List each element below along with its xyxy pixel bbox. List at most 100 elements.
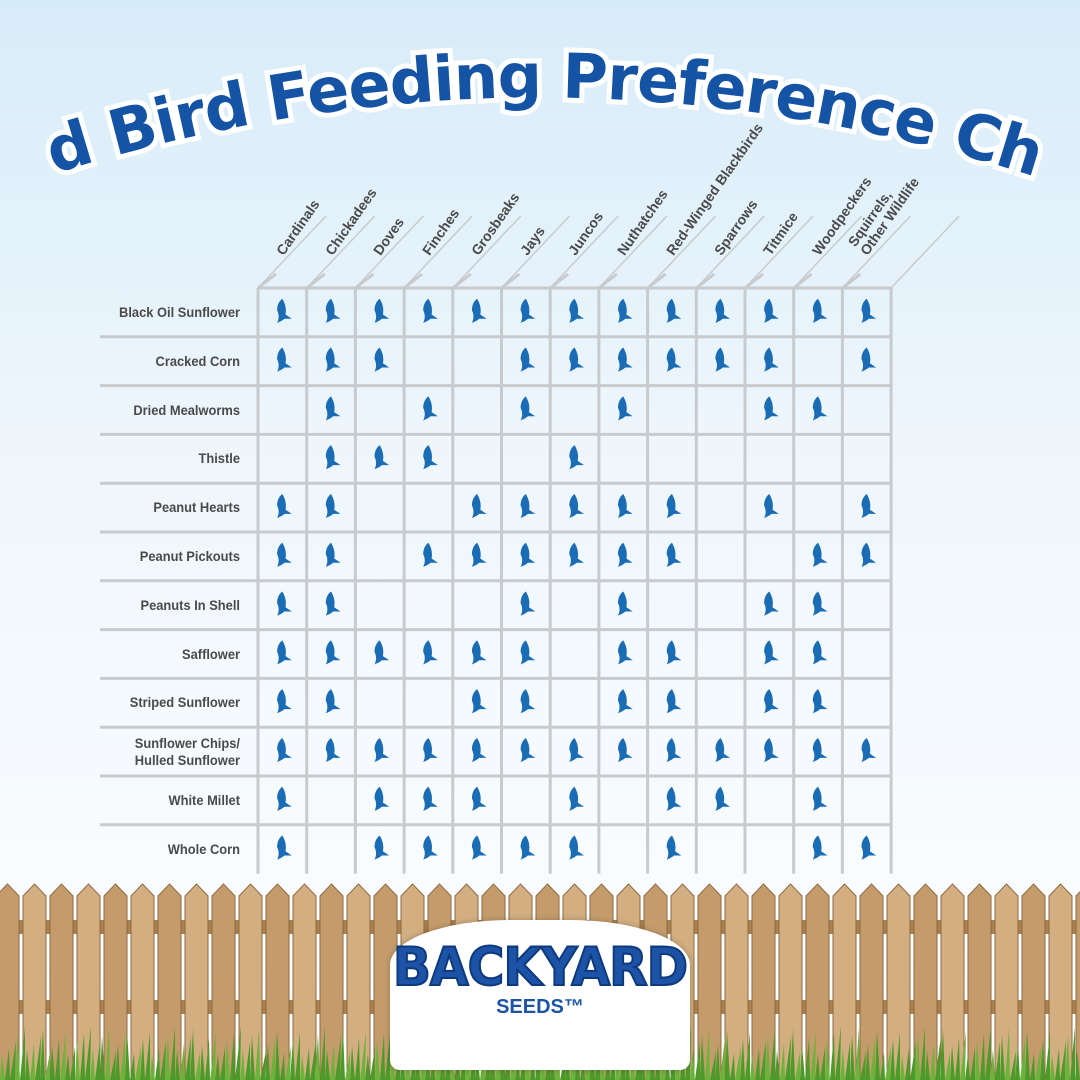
grass-blade [950, 1045, 955, 1080]
bird-icon [569, 347, 584, 372]
fence-picket [751, 883, 776, 1080]
grass-blade [135, 1046, 141, 1080]
grass-blade [830, 1033, 835, 1080]
grass-blade [185, 1036, 191, 1080]
bird-icon [471, 493, 487, 519]
fence-picket [319, 883, 344, 1080]
backyard-seeds-logo: BACKYARD SEEDS™ [380, 920, 700, 1080]
header-divider [890, 215, 960, 289]
logo-main-text: BACKYARD [392, 935, 689, 998]
grass-blade [955, 1038, 960, 1080]
grass-blade [710, 1051, 716, 1080]
bird-icon [666, 542, 682, 567]
fence-picket [724, 883, 749, 1080]
bird-icon [471, 786, 487, 811]
grass-blade [920, 1027, 925, 1080]
fence-picket [1075, 891, 1080, 1080]
grass-blade [20, 1027, 25, 1080]
grass-blade [975, 1040, 980, 1080]
fence-picket [157, 883, 182, 1080]
grass-blade [125, 1030, 130, 1080]
grass-blade [30, 1043, 35, 1080]
bird-icon [764, 689, 779, 714]
grass-blade [1025, 1030, 1030, 1080]
bird-icon [471, 689, 487, 714]
grass-blade [900, 1055, 905, 1080]
grass-blade [75, 1040, 80, 1080]
grass-blade [320, 1027, 325, 1080]
grass-blade [875, 1030, 880, 1080]
bird-icon [666, 737, 682, 763]
grass-blade [235, 1026, 241, 1080]
row-label: Peanuts In Shell [140, 596, 240, 613]
bird-icon [374, 640, 390, 665]
grass-blade [385, 1026, 391, 1080]
grass-blade [260, 1051, 266, 1080]
grass-blade [55, 1038, 60, 1080]
fence-picket [0, 883, 20, 1080]
bird-icon [812, 298, 828, 323]
grass-blade [970, 1047, 975, 1080]
bird-icon [325, 445, 341, 470]
bird-icon [520, 298, 536, 323]
bird-icon [812, 542, 828, 567]
header-divider [452, 215, 522, 289]
grass-blade [130, 1053, 135, 1080]
grass-blade [705, 1028, 710, 1080]
bird-icon [666, 493, 682, 519]
grass-blade [1035, 1046, 1041, 1080]
grass-blade [370, 1047, 375, 1080]
grass-blade [765, 1034, 770, 1080]
bird-icon [374, 347, 390, 372]
header-divider [354, 215, 424, 289]
grass-blade [850, 1035, 855, 1080]
bird-icon [618, 347, 633, 372]
grass-blade [155, 1048, 160, 1080]
bird-icon [618, 640, 633, 665]
bird-icon [520, 689, 536, 714]
grass-blade [730, 1053, 735, 1080]
bird-icon [471, 737, 487, 763]
bird-icon [618, 298, 633, 323]
grass-blade [835, 1026, 841, 1080]
grass-blade [355, 1038, 360, 1080]
bird-icon [471, 835, 487, 860]
grass-blade [85, 1026, 91, 1080]
grass-blade [1065, 1034, 1070, 1080]
grass-blade [755, 1048, 760, 1080]
grass-blade [95, 1042, 100, 1080]
bird-icon [520, 640, 536, 665]
grass-blade [1060, 1041, 1066, 1080]
fence-picket [778, 883, 803, 1080]
bird-icon [471, 298, 487, 323]
bird-icon [325, 737, 341, 763]
fence-picket [292, 883, 317, 1080]
grass-blade [1055, 1048, 1060, 1080]
bird-icon [764, 298, 779, 323]
grass-blade [940, 1029, 945, 1080]
header-divider [793, 215, 863, 289]
grass-blade [225, 1040, 230, 1080]
grass-blade [210, 1031, 216, 1080]
fence-picket [805, 883, 830, 1080]
bird-icon [666, 347, 682, 372]
grass-blade [25, 1050, 30, 1080]
preference-grid [100, 215, 960, 874]
header-divider [695, 215, 765, 289]
bird-icon [861, 493, 877, 519]
grass-blade [275, 1030, 280, 1080]
grass-blade [905, 1048, 910, 1080]
fence-picket [967, 883, 992, 1080]
row-label: Black Oil Sunflower [119, 303, 240, 320]
row-label: Dried Mealworms [133, 401, 240, 418]
bird-icon [374, 445, 390, 470]
row-label: Safflower [182, 645, 240, 662]
grass-blade [310, 1041, 316, 1080]
grass-blade [865, 1044, 870, 1080]
bird-icon [520, 737, 536, 763]
bird-icon [569, 542, 584, 567]
bird-icon [715, 298, 731, 323]
bird-icon [471, 542, 487, 567]
grass-blade [60, 1031, 66, 1080]
bird-icon [861, 347, 877, 372]
